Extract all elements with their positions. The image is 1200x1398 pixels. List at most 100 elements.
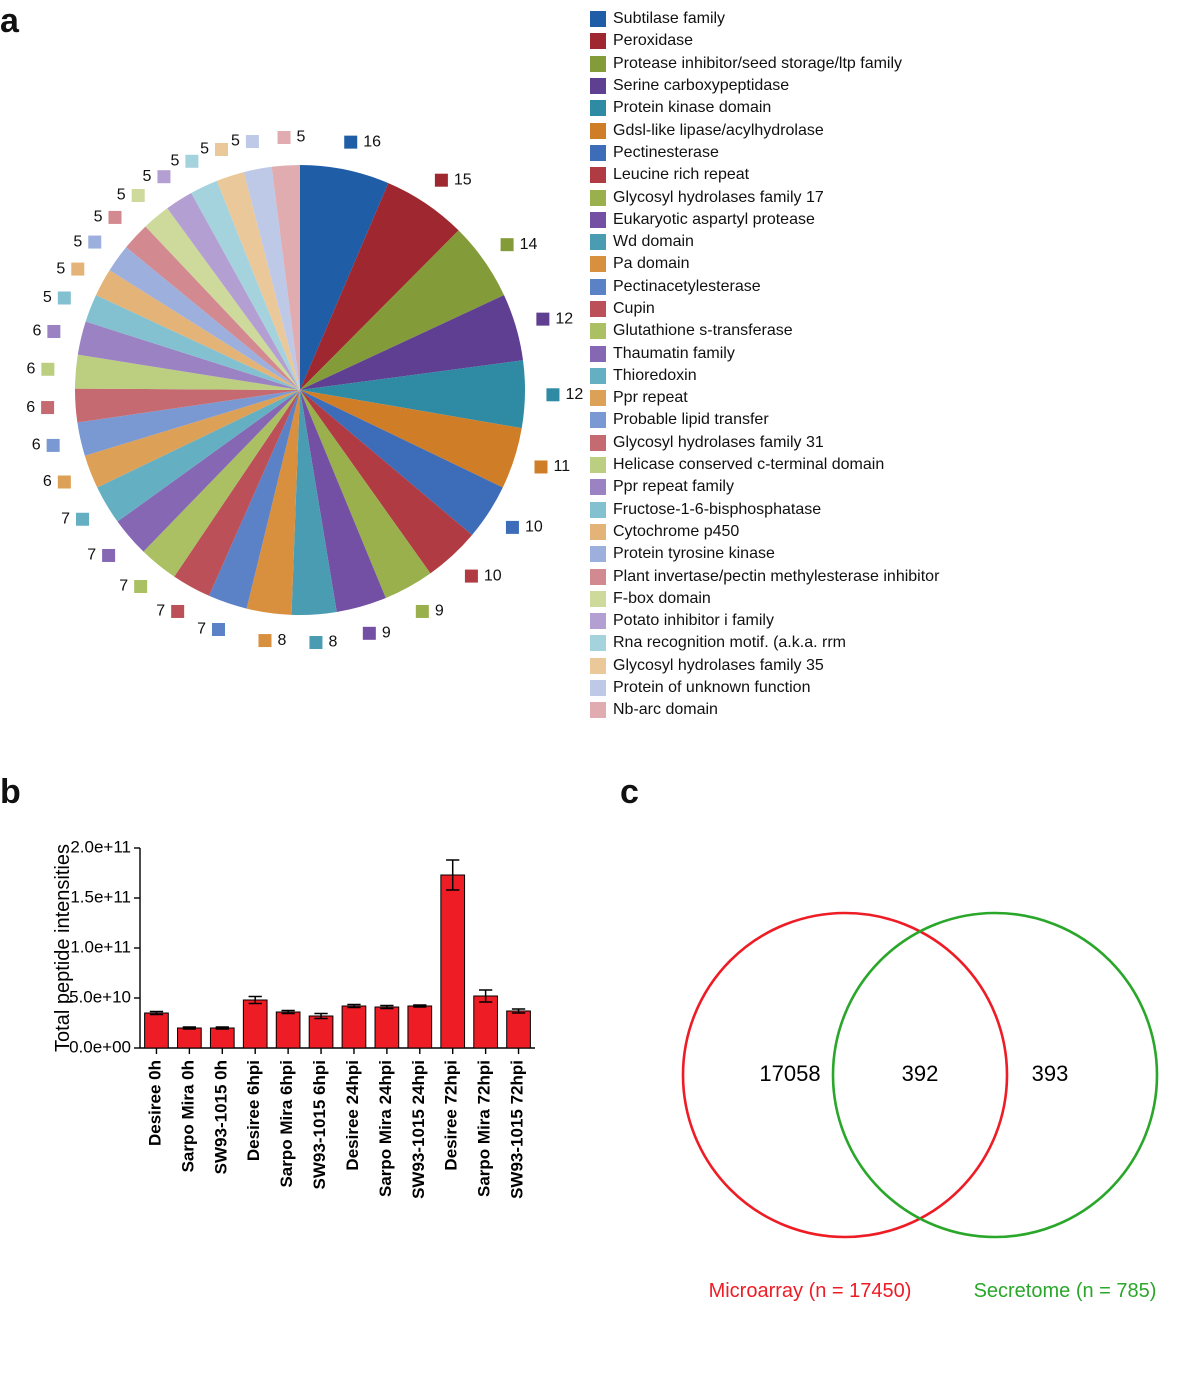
pie-slice-value: 12	[565, 386, 583, 403]
legend-swatch	[590, 658, 606, 674]
pie-slice-swatch	[41, 401, 54, 414]
legend-item: Plant invertase/pectin methylesterase in…	[590, 565, 1190, 587]
legend-swatch	[590, 479, 606, 495]
x-tick-label: Sarpo Mira 0h	[178, 1060, 197, 1172]
x-tick-label: Desiree 0h	[145, 1060, 164, 1146]
pie-slice-swatch	[535, 460, 548, 473]
pie-slice-swatch	[171, 605, 184, 618]
legend-label: Serine carboxypeptidase	[613, 78, 789, 94]
legend-label: Plant invertase/pectin methylesterase in…	[613, 569, 939, 585]
panel-label-a: a	[0, 2, 19, 41]
legend-swatch	[590, 190, 606, 206]
legend-label: Thaumatin family	[613, 346, 735, 362]
legend-item: F-box domain	[590, 588, 1190, 610]
pie-slice-swatch	[212, 623, 225, 636]
legend-label: Nb-arc domain	[613, 702, 718, 718]
legend-swatch	[590, 524, 606, 540]
legend-item: Glutathione s-transferase	[590, 320, 1190, 342]
legend-label: Glycosyl hydrolases family 17	[613, 190, 824, 206]
legend-label: Glutathione s-transferase	[613, 323, 793, 339]
legend-label: Thioredoxin	[613, 368, 697, 384]
pie-slice-swatch	[109, 211, 122, 224]
legend-label: Pectinacetylesterase	[613, 279, 761, 295]
pie-slice-value: 5	[231, 133, 240, 150]
legend-item: Pa domain	[590, 253, 1190, 275]
pie-slice-value: 5	[143, 168, 152, 185]
pie-slice-value: 7	[119, 578, 128, 595]
pie-slice-swatch	[102, 549, 115, 562]
venn-count-intersection: 392	[902, 1061, 939, 1086]
legend-swatch	[590, 100, 606, 116]
legend-label: Wd domain	[613, 234, 694, 250]
legend-item: Thioredoxin	[590, 365, 1190, 387]
legend-item: Fructose-1-6-bisphosphatase	[590, 499, 1190, 521]
venn-circle-left	[683, 913, 1007, 1237]
legend-swatch	[590, 33, 606, 49]
y-tick-label: 5.0e+10	[69, 987, 131, 1006]
legend-swatch	[590, 502, 606, 518]
pie-slice-value: 7	[61, 510, 70, 527]
legend-swatch	[590, 301, 606, 317]
pie-slice-value: 6	[32, 323, 41, 340]
legend-swatch	[590, 78, 606, 94]
legend-swatch	[590, 457, 606, 473]
pie-slice-swatch	[258, 634, 271, 647]
pie-slice-swatch	[465, 570, 478, 583]
pie-chart: 1615141212111010998877777666665555555555	[40, 30, 580, 730]
pie-slice-swatch	[435, 174, 448, 187]
legend-label: Protein kinase domain	[613, 100, 771, 116]
x-tick-label: Desiree 72hpi	[442, 1060, 461, 1171]
venn-circle-right	[833, 913, 1157, 1237]
pie-slice-value: 7	[87, 547, 96, 564]
legend-item: Thaumatin family	[590, 342, 1190, 364]
legend-item: Cupin	[590, 298, 1190, 320]
pie-slice-value: 5	[73, 233, 82, 250]
pie-slice-swatch	[278, 131, 291, 144]
y-tick-label: 0.0e+00	[69, 1037, 131, 1056]
venn-caption-right: Secretome (n = 785)	[974, 1280, 1157, 1302]
venn-count-right: 393	[1032, 1061, 1069, 1086]
bar	[507, 1011, 531, 1048]
legend-label: F-box domain	[613, 591, 711, 607]
pie-slice-value: 10	[525, 519, 543, 536]
venn-diagram: 17058392393Microarray (n = 17450)Secreto…	[640, 820, 1190, 1380]
pie-slice-swatch	[41, 363, 54, 376]
legend-item: Probable lipid transfer	[590, 409, 1190, 431]
bar	[408, 1006, 432, 1048]
legend-label: Ppr repeat	[613, 390, 688, 406]
legend-label: Subtilase family	[613, 11, 725, 27]
pie-slice-swatch	[546, 388, 559, 401]
legend-item: Ppr repeat family	[590, 476, 1190, 498]
pie-slice-value: 16	[363, 133, 381, 150]
pie-slice-value: 15	[454, 171, 472, 188]
legend-swatch	[590, 680, 606, 696]
bar	[243, 1000, 267, 1048]
legend-swatch	[590, 412, 606, 428]
legend-item: Nb-arc domain	[590, 699, 1190, 721]
pie-slice-value: 6	[26, 399, 35, 416]
pie-slice-swatch	[76, 513, 89, 526]
x-tick-label: SW93-1015 6hpi	[310, 1060, 329, 1189]
legend-swatch	[590, 167, 606, 183]
x-tick-label: SW93-1015 24hpi	[409, 1060, 428, 1199]
legend-label: Probable lipid transfer	[613, 412, 769, 428]
legend-item: Potato inhibitor i family	[590, 610, 1190, 632]
bar	[145, 1013, 169, 1048]
legend-label: Eukaryotic aspartyl protease	[613, 212, 815, 228]
legend-label: Protein tyrosine kinase	[613, 546, 775, 562]
panel-label-c: c	[620, 773, 639, 812]
x-tick-label: Sarpo Mira 24hpi	[376, 1060, 395, 1197]
bar	[441, 875, 465, 1048]
legend-label: Cytochrome p450	[613, 524, 739, 540]
pie-slice-value: 5	[170, 152, 179, 169]
pie-slice-value: 8	[328, 634, 337, 651]
pie-slice-swatch	[416, 605, 429, 618]
x-tick-label: Sarpo Mira 6hpi	[277, 1060, 296, 1188]
legend-item: Helicase conserved c-terminal domain	[590, 454, 1190, 476]
legend-item: Protein kinase domain	[590, 97, 1190, 119]
legend-swatch	[590, 11, 606, 27]
pie-slice-value: 12	[555, 310, 573, 327]
y-tick-label: 1.0e+11	[70, 937, 131, 956]
pie-slice-swatch	[501, 238, 514, 251]
pie-slice-swatch	[88, 236, 101, 249]
